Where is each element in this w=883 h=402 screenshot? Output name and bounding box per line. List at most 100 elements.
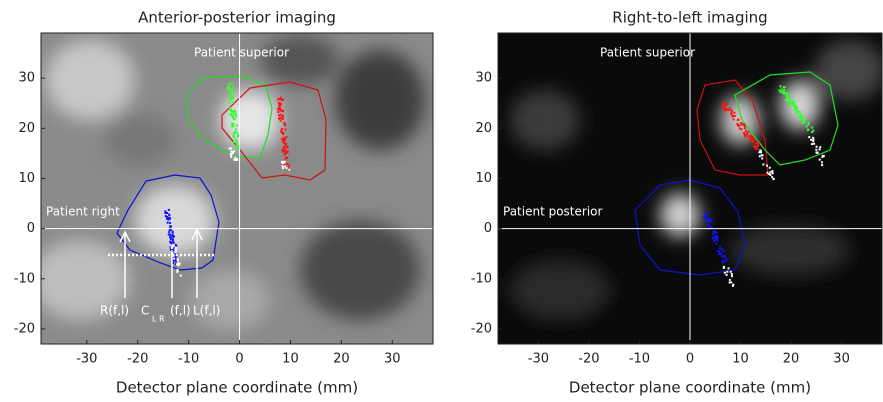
point bbox=[168, 209, 170, 211]
point bbox=[747, 131, 749, 133]
point bbox=[237, 134, 239, 136]
point bbox=[784, 86, 786, 88]
point bbox=[236, 143, 238, 145]
point bbox=[704, 218, 706, 220]
point bbox=[749, 137, 751, 139]
point bbox=[736, 123, 738, 125]
point bbox=[817, 151, 819, 153]
point bbox=[757, 145, 759, 147]
point bbox=[232, 110, 234, 112]
point bbox=[284, 129, 286, 131]
point bbox=[726, 274, 728, 276]
point bbox=[714, 237, 716, 239]
x-axis-label: Detector plane coordinate (mm) bbox=[116, 379, 358, 397]
point bbox=[284, 138, 286, 140]
y-tick-label: 10 bbox=[18, 171, 35, 186]
point bbox=[802, 122, 804, 124]
point bbox=[229, 85, 231, 87]
point bbox=[729, 279, 731, 281]
point bbox=[726, 258, 728, 260]
point bbox=[172, 238, 174, 240]
point bbox=[786, 92, 788, 94]
point bbox=[232, 125, 234, 127]
point bbox=[169, 217, 171, 219]
point bbox=[821, 164, 823, 166]
y-tick-label: 20 bbox=[475, 121, 492, 136]
point bbox=[230, 99, 232, 101]
point bbox=[766, 165, 768, 167]
point bbox=[748, 135, 750, 137]
annotation: (f,l) bbox=[170, 304, 191, 318]
point bbox=[283, 151, 285, 153]
point bbox=[229, 148, 231, 150]
point bbox=[705, 214, 707, 216]
point bbox=[710, 226, 712, 228]
point bbox=[744, 134, 746, 136]
point bbox=[282, 99, 284, 101]
point bbox=[230, 147, 232, 149]
point bbox=[821, 161, 823, 163]
point bbox=[717, 239, 719, 241]
point bbox=[728, 109, 730, 111]
annotation: Patient superior bbox=[600, 46, 695, 60]
annotation: Patient posterior bbox=[503, 205, 603, 219]
point bbox=[712, 233, 714, 235]
point bbox=[277, 108, 279, 110]
point bbox=[169, 225, 171, 227]
point bbox=[819, 148, 821, 150]
point bbox=[231, 82, 233, 84]
point bbox=[807, 129, 809, 131]
point bbox=[232, 97, 234, 99]
point bbox=[177, 260, 179, 262]
point bbox=[759, 155, 761, 157]
y-tick-label: 10 bbox=[475, 171, 492, 186]
point bbox=[813, 143, 815, 145]
point bbox=[733, 118, 735, 120]
point bbox=[744, 127, 746, 129]
point bbox=[787, 98, 789, 100]
point bbox=[228, 88, 230, 90]
point bbox=[721, 248, 723, 250]
point bbox=[237, 146, 239, 148]
point bbox=[284, 153, 286, 155]
point bbox=[798, 111, 800, 113]
point bbox=[233, 150, 235, 152]
point bbox=[780, 85, 782, 87]
point bbox=[812, 130, 814, 132]
point bbox=[234, 157, 236, 159]
point bbox=[284, 166, 286, 168]
point bbox=[726, 103, 728, 105]
point bbox=[812, 137, 814, 139]
point bbox=[178, 264, 180, 266]
point bbox=[230, 113, 232, 115]
point bbox=[282, 118, 284, 120]
point bbox=[727, 267, 729, 269]
point bbox=[173, 258, 175, 260]
x-tick-label: -10 bbox=[629, 352, 650, 367]
point bbox=[281, 114, 283, 116]
x-tick-label: 30 bbox=[384, 352, 401, 367]
point bbox=[288, 165, 290, 167]
point bbox=[723, 250, 725, 252]
point bbox=[231, 93, 233, 95]
point bbox=[282, 133, 284, 135]
point bbox=[167, 219, 169, 221]
point bbox=[719, 246, 721, 248]
point bbox=[758, 151, 760, 153]
y-tick-label: 30 bbox=[475, 71, 492, 86]
point bbox=[281, 161, 283, 163]
point bbox=[280, 103, 282, 105]
point bbox=[743, 123, 745, 125]
point bbox=[168, 231, 170, 233]
point bbox=[230, 108, 232, 110]
point bbox=[772, 178, 774, 180]
point bbox=[170, 238, 172, 240]
point bbox=[232, 115, 234, 117]
point bbox=[231, 123, 233, 125]
point bbox=[234, 131, 236, 133]
point bbox=[725, 109, 727, 111]
point bbox=[174, 249, 176, 251]
point bbox=[745, 130, 747, 132]
point bbox=[715, 232, 717, 234]
point bbox=[234, 118, 236, 120]
